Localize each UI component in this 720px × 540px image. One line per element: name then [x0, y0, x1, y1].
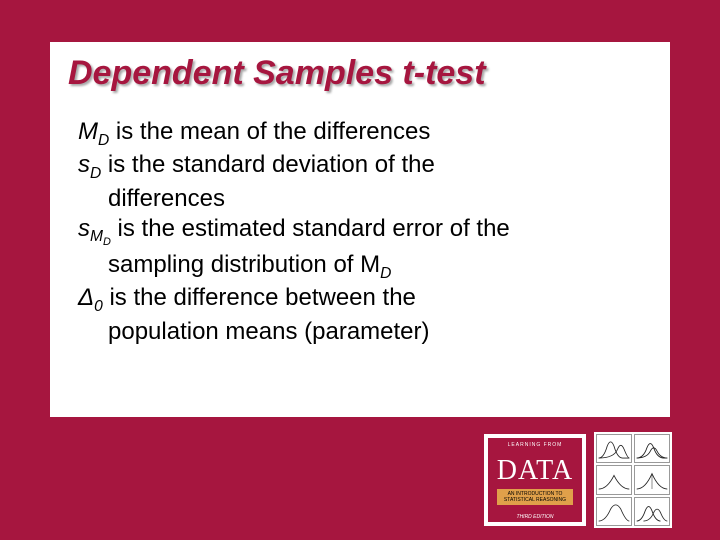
def-line-3-cont: sampling distribution of MD — [78, 250, 652, 283]
sub-sd: D — [90, 165, 101, 182]
thumb-3 — [596, 465, 632, 494]
def-text-2: is the standard deviation of the — [101, 151, 435, 178]
symbol-sd: s — [78, 151, 90, 178]
symbol-md: M — [78, 118, 98, 145]
def-line-4: Δ0 is the difference between the — [78, 283, 652, 316]
logo-data-word: DATA — [497, 457, 573, 485]
symbol-delta: Δ — [78, 284, 94, 311]
logo-subtitle-bar: AN INTRODUCTION TO STATISTICAL REASONING — [497, 489, 572, 505]
logo-edition: THIRD EDITION — [517, 514, 554, 520]
def-line-4-cont: population means (parameter) — [78, 317, 652, 347]
def-text-3: is the estimated standard error of the — [111, 215, 510, 242]
thumb-6 — [634, 497, 670, 526]
thumb-4 — [634, 465, 670, 494]
sub-smd: MD — [90, 228, 111, 245]
def-line-2: sD is the standard deviation of the — [78, 150, 652, 183]
logo-learning-text: LEARNING FROM — [508, 442, 563, 448]
book-logo-inner: LEARNING FROM DATA AN INTRODUCTION TO ST… — [488, 438, 582, 522]
slide-title: Dependent Samples t-test — [68, 54, 652, 93]
def-text-1: is the mean of the differences — [109, 118, 430, 145]
def-line-1: MD is the mean of the differences — [78, 117, 652, 150]
def-text-4: is the difference between the — [103, 284, 416, 311]
def-line-2-cont: differences — [78, 184, 652, 214]
sub-delta: 0 — [94, 298, 103, 315]
thumb-1 — [596, 434, 632, 463]
def-line-3: sMD is the estimated standard error of t… — [78, 214, 652, 251]
sub-md: D — [98, 132, 109, 149]
thumb-5 — [596, 497, 632, 526]
book-logo: LEARNING FROM DATA AN INTRODUCTION TO ST… — [482, 432, 588, 528]
slide-content: Dependent Samples t-test MD is the mean … — [50, 42, 670, 417]
thumb-2 — [634, 434, 670, 463]
definitions-block: MD is the mean of the differences sD is … — [78, 117, 652, 347]
symbol-smd: s — [78, 215, 90, 242]
distribution-thumbnails — [594, 432, 672, 528]
